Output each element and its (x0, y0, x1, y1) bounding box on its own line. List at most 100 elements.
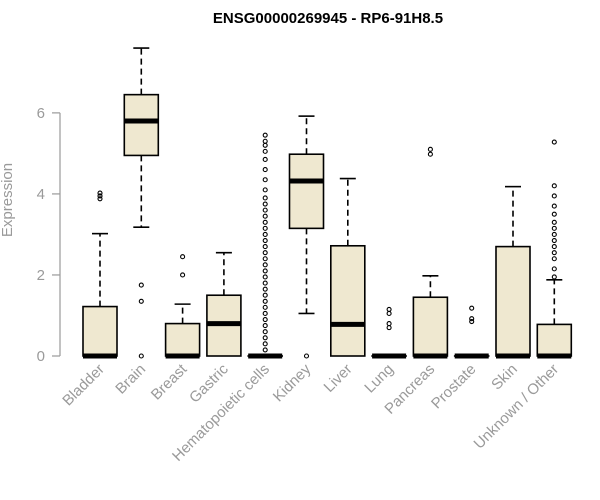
outlier-point (262, 292, 268, 298)
outlier-point (262, 195, 268, 201)
outlier-point (386, 325, 392, 331)
outlier-point (551, 203, 557, 209)
outlier-point (262, 225, 268, 231)
outlier-point (262, 156, 268, 163)
outlier-point (303, 353, 310, 359)
outlier-point (262, 304, 268, 310)
outlier-point (262, 329, 268, 335)
outlier-point (551, 225, 557, 231)
outlier-point (262, 347, 268, 353)
x-tick-label: Prostate (428, 361, 480, 413)
box-kidney (288, 115, 325, 359)
box-skin (495, 185, 531, 359)
outlier-point (262, 256, 268, 262)
box-body (536, 323, 573, 357)
x-tick-label: Liver (321, 361, 356, 396)
box-bladder (82, 190, 118, 359)
outlier-point (262, 213, 268, 219)
outlier-point (551, 193, 557, 199)
x-tick-label: Skin (488, 361, 521, 394)
outlier-point (469, 305, 475, 311)
outlier-point (551, 139, 557, 145)
outlier-point (262, 201, 268, 207)
box-body (164, 322, 201, 357)
outlier-point (386, 306, 392, 312)
outlier-point (551, 219, 557, 225)
outlier-point (551, 237, 557, 244)
box-body (495, 245, 531, 357)
outlier-point (180, 254, 186, 260)
box-unknown-other (536, 139, 573, 359)
outlier-point (262, 286, 268, 292)
outlier-point (551, 244, 557, 250)
outlier-point (551, 274, 557, 280)
box-brain (123, 47, 160, 359)
box-liver (329, 177, 366, 357)
outlier-point (138, 298, 144, 304)
outlier-point (262, 187, 268, 193)
outlier-point (97, 196, 103, 202)
outlier-point (551, 266, 557, 272)
outlier-point (551, 231, 557, 237)
x-tick-label: Bladder (59, 361, 108, 410)
outlier-point (262, 167, 268, 173)
outlier-point (262, 280, 268, 286)
outlier-point (386, 321, 392, 327)
box-hematopoietic-cells (247, 132, 283, 359)
box-series (82, 47, 573, 359)
box-breast (164, 254, 201, 359)
outlier-point (386, 310, 392, 317)
box-pancreas (412, 146, 449, 359)
outlier-point (427, 146, 433, 152)
outlier-point (262, 148, 268, 154)
box-gastric (206, 251, 242, 357)
y-axis-label: Expression (0, 163, 16, 237)
box-lung (371, 306, 407, 359)
outlier-point (551, 250, 557, 256)
outlier-point (427, 151, 433, 157)
x-tick-label: Kidney (270, 360, 315, 405)
outlier-point (262, 316, 268, 323)
outlier-point (469, 319, 475, 325)
outlier-point (469, 316, 475, 322)
chart-title: ENSG00000269945 - RP6-91H8.5 (213, 10, 443, 27)
outlier-point (262, 268, 268, 274)
outlier-point (262, 341, 268, 347)
box-prostate (453, 305, 490, 359)
y-tick-label: 6 (37, 105, 45, 122)
outlier-point (262, 219, 268, 225)
y-tick-label: 4 (37, 186, 45, 203)
outlier-point (262, 335, 268, 341)
x-tick-label: Brain (112, 361, 149, 398)
y-axis: 0 2 4 6 (37, 105, 61, 365)
y-tick-label: 2 (37, 267, 45, 284)
outlier-point (551, 211, 557, 217)
outlier-point (551, 183, 557, 189)
outlier-point (138, 282, 144, 288)
y-tick-label: 0 (37, 348, 45, 365)
box-body (288, 153, 325, 230)
outlier-point (262, 237, 268, 244)
outlier-point (551, 256, 557, 262)
outlier-point (262, 207, 268, 213)
outlier-point (262, 310, 268, 317)
box-body (82, 305, 118, 357)
outlier-point (262, 274, 268, 280)
outlier-point (262, 250, 268, 256)
outlier-point (262, 132, 268, 138)
outlier-point (180, 272, 186, 278)
outlier-point (138, 353, 144, 359)
outlier-point (262, 138, 268, 144)
outlier-point (262, 231, 268, 237)
outlier-point (97, 190, 103, 196)
x-tick-label: Lung (361, 361, 397, 397)
outlier-point (262, 177, 268, 183)
outlier-point (262, 244, 268, 250)
outlier-point (262, 323, 268, 329)
outlier-point (97, 193, 103, 199)
box-body (329, 244, 366, 357)
outlier-point (262, 262, 268, 268)
outlier-point (262, 298, 268, 304)
